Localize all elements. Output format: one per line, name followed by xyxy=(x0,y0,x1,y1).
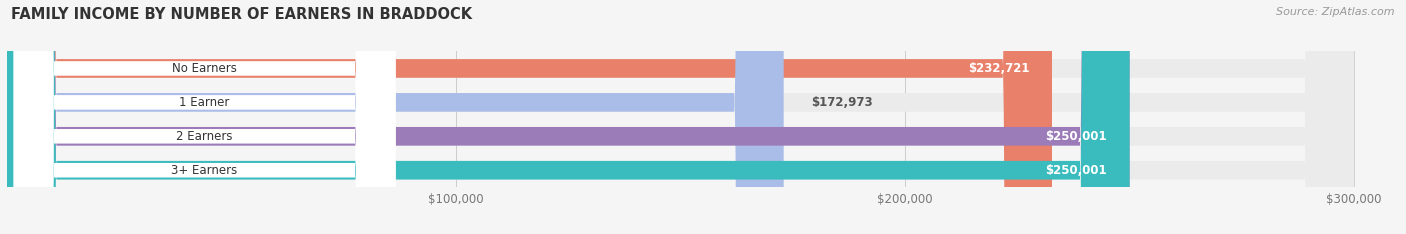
FancyBboxPatch shape xyxy=(7,0,1129,234)
Text: 1 Earner: 1 Earner xyxy=(180,96,229,109)
FancyBboxPatch shape xyxy=(14,0,395,234)
FancyBboxPatch shape xyxy=(7,0,1354,234)
FancyBboxPatch shape xyxy=(7,0,1052,234)
Text: $250,001: $250,001 xyxy=(1046,164,1107,177)
Text: $172,973: $172,973 xyxy=(811,96,872,109)
FancyBboxPatch shape xyxy=(7,0,1354,234)
FancyBboxPatch shape xyxy=(7,0,1354,234)
Text: 2 Earners: 2 Earners xyxy=(176,130,233,143)
Text: Source: ZipAtlas.com: Source: ZipAtlas.com xyxy=(1277,7,1395,17)
Text: $250,001: $250,001 xyxy=(1046,130,1107,143)
Text: FAMILY INCOME BY NUMBER OF EARNERS IN BRADDOCK: FAMILY INCOME BY NUMBER OF EARNERS IN BR… xyxy=(11,7,472,22)
FancyBboxPatch shape xyxy=(14,0,395,234)
FancyBboxPatch shape xyxy=(7,0,783,234)
Text: $232,721: $232,721 xyxy=(967,62,1029,75)
FancyBboxPatch shape xyxy=(7,0,1354,234)
FancyBboxPatch shape xyxy=(7,0,1129,234)
FancyBboxPatch shape xyxy=(14,0,395,234)
Text: 3+ Earners: 3+ Earners xyxy=(172,164,238,177)
FancyBboxPatch shape xyxy=(14,0,395,234)
Text: No Earners: No Earners xyxy=(172,62,238,75)
